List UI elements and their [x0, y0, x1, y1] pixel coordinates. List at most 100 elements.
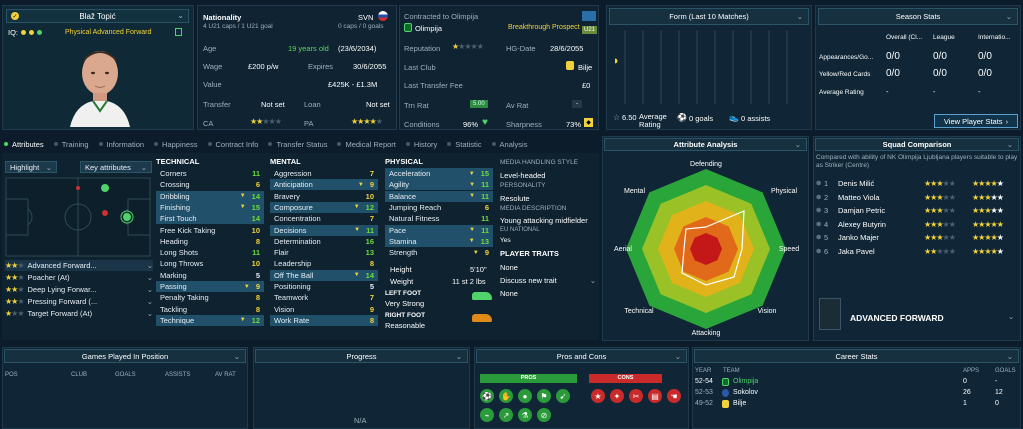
attribute-row[interactable]: Composure ▼ 12 — [270, 201, 378, 213]
attribute-row[interactable]: Stamina ▼ 13 — [385, 235, 493, 247]
squad-position: ADVANCED FORWARD — [850, 313, 944, 323]
attribute-row[interactable]: Finishing ▼ 15 — [156, 201, 264, 213]
squad-ca-stars: ★★★★★ — [924, 192, 956, 202]
role-label: Deep Lying Forwar... — [27, 285, 97, 294]
attribute-row[interactable]: First Touch 14 — [156, 213, 264, 225]
attribute-row[interactable]: Jumping Reach 6 — [385, 202, 493, 213]
tab-statistic[interactable]: Statistic — [447, 140, 482, 149]
attribute-value: 7 — [369, 169, 374, 178]
tab-analysis[interactable]: Analysis — [491, 140, 527, 149]
squad-row[interactable]: ⬢ 4 Alexey Butyrin ★★★★★ ★★★★★ — [816, 219, 1020, 230]
attribute-row[interactable]: Technique ▼ 12 — [156, 314, 264, 326]
role-item[interactable]: ★★★ Pressing Forward (... ⌄ — [5, 296, 153, 307]
role-item[interactable]: ★★★ Poacher (At) ⌄ — [5, 272, 153, 283]
tab-history[interactable]: History — [405, 140, 437, 149]
tab-happiness[interactable]: Happiness — [154, 140, 198, 149]
attribute-row[interactable]: Long Throws 10 — [156, 258, 264, 269]
chevron-down-icon[interactable]: ⌄ — [1005, 12, 1012, 21]
attribute-row[interactable]: Leadership 8 — [270, 258, 378, 269]
attribute-row[interactable]: Dribbling ▼ 14 — [156, 190, 264, 202]
attribute-row[interactable]: Natural Fitness 11 — [385, 213, 493, 224]
tab-medical-report[interactable]: Medical Report — [337, 140, 396, 149]
squad-row[interactable]: ⬢ 5 Janko Majer ★★★★★ ★★★★★ — [816, 232, 1020, 243]
chevron-down-icon[interactable]: ⌄ — [1006, 140, 1013, 149]
chevron-down-icon[interactable]: ⌄ — [674, 351, 681, 361]
attribute-value: 15 — [480, 169, 489, 178]
chevron-down-icon[interactable]: ⌄ — [455, 351, 462, 361]
role-item[interactable]: ★★★ Target Forward (At) ⌄ — [5, 308, 153, 319]
attribute-row[interactable]: Free Kick Taking 10 — [156, 225, 264, 236]
attribute-value: 11 — [252, 169, 260, 178]
discuss-none: None — [500, 289, 518, 298]
attribute-row[interactable]: Marking 5 — [156, 270, 264, 281]
attribute-row[interactable]: Vision 9 — [270, 304, 378, 315]
attribute-name: Corners — [160, 169, 187, 178]
attribute-row[interactable]: Work Rate 8 — [270, 314, 378, 326]
chevron-down-icon[interactable]: ⌄ — [794, 140, 801, 149]
chevron-down-icon[interactable]: ⌄ — [177, 11, 184, 20]
squad-row[interactable]: ⬢ 1 Denis Milić ★★★★★ ★★★★★ — [816, 178, 1020, 189]
squad-row[interactable]: ⬢ 6 Jaka Pavel ★★★★★ ★★★★★ — [816, 246, 1020, 257]
attribute-row[interactable]: Acceleration ▼ 15 — [385, 168, 493, 179]
games-title-bar: Games Played In Position ⌄ — [4, 349, 246, 363]
chevron-down-icon[interactable]: ⌄ — [233, 351, 240, 361]
attribute-row[interactable]: Penalty Taking 8 — [156, 292, 264, 303]
attribute-row[interactable]: Teamwork 7 — [270, 292, 378, 303]
games-col: POS — [5, 372, 18, 378]
attribute-row[interactable]: Corners 11 — [156, 168, 264, 179]
pitch-dot — [101, 184, 109, 192]
attribute-row[interactable]: Heading 8 — [156, 236, 264, 247]
season-col-header: League — [933, 34, 955, 41]
attribute-row[interactable]: Long Shots 11 — [156, 247, 264, 258]
attribute-name: Dribbling — [160, 191, 190, 201]
attribute-row[interactable]: Strength ▼ 9 — [385, 247, 493, 258]
trn-rat-label: Trn Rat — [404, 101, 429, 110]
attribute-row[interactable]: Tackling 8 — [156, 304, 264, 315]
highlight-dropdown[interactable]: Highlight ⌄ — [5, 161, 57, 173]
tab-contract-info[interactable]: Contract Info — [207, 140, 258, 149]
player-name-bar[interactable]: ✓ Blaž Topić ⌄ — [6, 9, 189, 23]
chevron-down-icon[interactable]: ⌄ — [1008, 312, 1015, 321]
copy-icon[interactable] — [175, 28, 182, 36]
attribute-value: 11 — [481, 180, 489, 190]
chevron-down-icon[interactable]: ⌄ — [796, 12, 803, 21]
tab-training[interactable]: Training — [53, 140, 89, 149]
squad-row[interactable]: ⬢ 2 Matteo Viola ★★★★★ ★★★★★ — [816, 192, 1020, 203]
attribute-row[interactable]: Flair 13 — [270, 247, 378, 258]
role-item[interactable]: ★★★ Deep Lying Forwar... ⌄ — [5, 284, 153, 295]
attribute-row[interactable]: Off The Ball ▼ 14 — [270, 269, 378, 281]
chevron-down-icon[interactable]: ⌄ — [1006, 351, 1013, 361]
attribute-row[interactable]: Agility ▼ 11 — [385, 179, 493, 191]
attribute-row[interactable]: Positioning 5 — [270, 281, 378, 292]
career-col: YEAR — [695, 368, 712, 374]
edit-button[interactable] — [582, 11, 596, 21]
attribute-row[interactable]: Pace ▼ 11 — [385, 224, 493, 236]
attribute-row[interactable]: Crossing 6 — [156, 179, 264, 190]
attribute-row[interactable]: Determination 16 — [270, 236, 378, 247]
attribute-row[interactable]: Decisions ▼ 11 — [270, 224, 378, 236]
attribute-row[interactable]: Aggression 7 — [270, 168, 378, 179]
tab-transfer-status[interactable]: Transfer Status — [268, 140, 327, 149]
key-attributes-dropdown[interactable]: Key attributes ⌄ — [80, 161, 152, 173]
tab-information[interactable]: Information — [98, 140, 144, 149]
squad-row[interactable]: ⬢ 3 Damjan Petric ★★★★★ ★★★★★ — [816, 205, 1020, 216]
discuss-trait-button[interactable]: Discuss new trait ⌄ — [500, 276, 596, 285]
pros-header: PROS — [480, 374, 577, 383]
role-item[interactable]: ★★★ Advanced Forward... ⌄ — [5, 260, 153, 271]
attribute-row[interactable]: Bravery 10 — [270, 191, 378, 202]
attribute-row[interactable]: Passing ▼ 9 — [156, 281, 264, 292]
tab-dot-icon — [491, 142, 496, 146]
attribute-row[interactable]: Anticipation ▼ 9 — [270, 179, 378, 191]
traits-label: PLAYER TRAITS — [500, 249, 559, 258]
attribute-name: Anticipation — [274, 180, 313, 190]
view-player-stats-button[interactable]: View Player Stats › — [934, 114, 1018, 128]
career-year: 49-52 — [695, 400, 713, 407]
tab-attributes[interactable]: Attributes — [4, 140, 44, 149]
height-label: Height — [390, 265, 412, 274]
attribute-row[interactable]: Balance ▼ 11 — [385, 190, 493, 202]
tab-dot-icon — [337, 142, 342, 146]
squad-title-bar: Squad Comparison ⌄ — [815, 138, 1019, 151]
squad-player-name: Alexey Butyrin — [838, 219, 886, 229]
attribute-value: 11 — [481, 214, 489, 224]
attribute-row[interactable]: Concentration 7 — [270, 213, 378, 224]
